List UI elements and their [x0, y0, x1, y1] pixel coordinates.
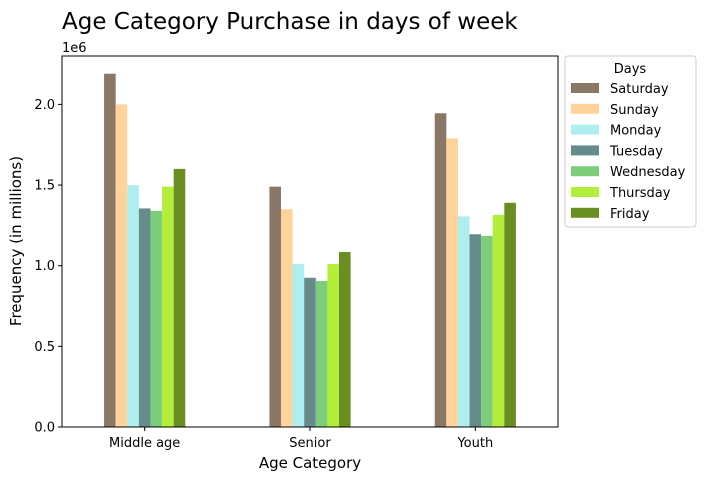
bars-group — [104, 73, 516, 428]
bar-wednesday-middle-age — [150, 210, 163, 427]
legend-label-saturday: Saturday — [610, 82, 669, 97]
bar-wednesday-senior — [315, 281, 328, 427]
bar-thursday-senior — [327, 264, 339, 427]
bar-friday-middle-age — [173, 168, 186, 427]
legend-swatch-sunday — [571, 103, 599, 114]
legend-swatch-wednesday — [571, 166, 599, 177]
legend-label-friday: Friday — [610, 207, 650, 222]
legend-label-thursday: Thursday — [609, 186, 671, 201]
bar-wednesday-youth — [481, 235, 493, 427]
legend-label-monday: Monday — [610, 124, 662, 139]
legend-swatch-tuesday — [571, 145, 599, 156]
y-tick-label: 0.5 — [34, 340, 55, 355]
bar-monday-youth — [457, 216, 470, 427]
legend-label-wednesday: Wednesday — [610, 165, 686, 180]
x-tick-label: Youth — [456, 436, 493, 451]
y-offset-label: 1e6 — [62, 41, 87, 56]
bar-saturday-middle-age — [104, 73, 116, 428]
legend-swatch-thursday — [571, 187, 599, 197]
bar-monday-senior — [292, 264, 305, 427]
legend: Days Saturday Sunday Monday Tuesday Wednesda… — [564, 55, 697, 228]
bar-monday-middle-age — [127, 185, 139, 427]
bar-thursday-middle-age — [162, 186, 174, 427]
bar-sunday-senior — [281, 209, 293, 427]
legend-label-tuesday: Tuesday — [609, 144, 663, 159]
bar-tuesday-senior — [304, 277, 316, 427]
x-axis-title: Age Category — [259, 454, 361, 472]
legend-swatch-saturday — [571, 83, 599, 93]
y-tick-label: 0.0 — [34, 421, 55, 436]
legend-label-sunday: Sunday — [610, 103, 659, 118]
chart-title: Age Category Purchase in days of week — [62, 9, 518, 35]
y-tick-label: 1.5 — [34, 179, 55, 194]
y-tick-label: 1.0 — [34, 259, 55, 274]
y-axis-title: Frequency (in millions) — [7, 156, 25, 326]
legend-items: Saturday Sunday Monday Tuesday Wednesday Thur… — [571, 82, 686, 222]
y-axis: 0.0 0.5 1.0 1.5 2.0 — [34, 98, 62, 436]
legend-frame — [564, 55, 697, 228]
bar-friday-youth — [504, 202, 516, 427]
bar-sunday-youth — [446, 138, 458, 427]
bar-saturday-youth — [434, 113, 447, 427]
bar-tuesday-youth — [469, 234, 482, 427]
bar-thursday-youth — [492, 214, 505, 427]
bar-sunday-middle-age — [115, 104, 128, 427]
legend-swatch-monday — [571, 124, 599, 135]
legend-title: Days — [614, 62, 647, 77]
bar-saturday-senior — [269, 186, 281, 427]
legend-swatch-friday — [571, 207, 599, 218]
x-tick-label: Middle age — [109, 436, 180, 451]
y-tick-label: 2.0 — [34, 98, 55, 113]
bar-friday-senior — [339, 251, 351, 427]
x-axis: Middle age Senior Youth — [109, 427, 493, 451]
bar-tuesday-middle-age — [138, 208, 151, 427]
x-tick-label: Senior — [289, 436, 331, 451]
